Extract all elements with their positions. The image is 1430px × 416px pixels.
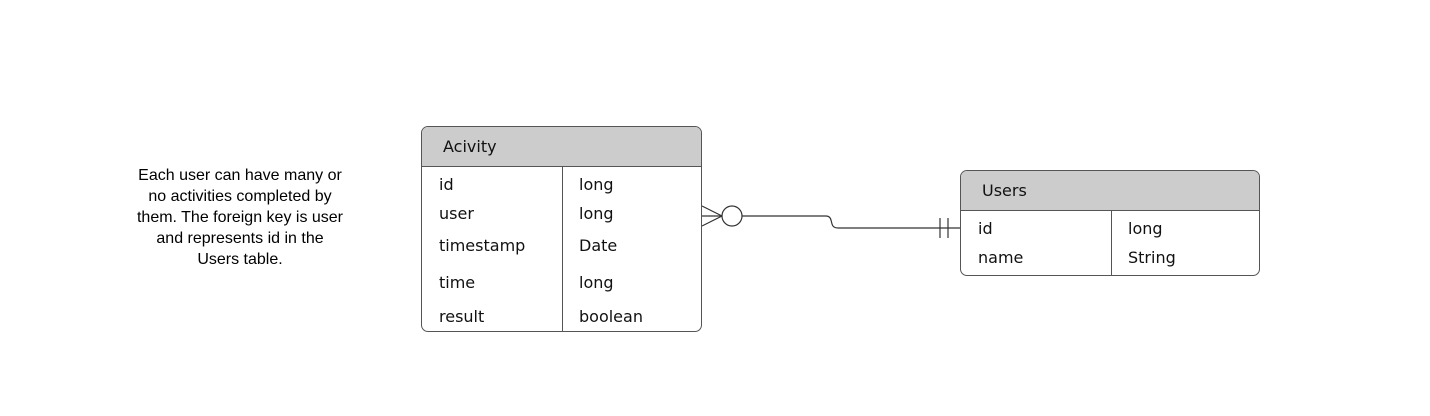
field-name: time [439,273,476,292]
users-entity-body: id long name String [961,211,1259,275]
crow-foot-icon [701,205,723,217]
note-line: Users table. [197,251,283,268]
field-type: long [579,273,614,292]
field-name: user [439,204,474,223]
users-entity[interactable]: Users id long name String [960,170,1260,276]
note-line: Each user can have many or [138,167,342,184]
field-name: name [978,248,1024,267]
column-divider [1111,211,1112,275]
column-divider [562,167,563,331]
field-type: long [579,175,614,194]
field-type: Date [579,236,618,255]
activity-entity-body: id long user long timestamp Date time lo… [422,167,701,331]
zero-marker-icon [721,205,743,227]
field-name: result [439,307,485,326]
annotation-note: Each user can have many or no activities… [118,165,362,270]
field-name: id [978,219,993,238]
note-line: them. The foreign key is user [136,209,344,226]
activity-entity-title: Acivity [422,127,701,167]
users-entity-title: Users [961,171,1259,211]
note-line: no activities completed by [148,188,332,205]
field-type: boolean [579,307,643,326]
field-name: timestamp [439,236,526,255]
relationship-line [742,215,960,229]
field-name: id [439,175,454,194]
field-type: long [1128,219,1163,238]
note-line: and represents id in the [156,230,324,247]
field-type: String [1128,248,1176,267]
activity-entity[interactable]: Acivity id long user long timestamp Date… [421,126,702,332]
field-type: long [579,204,614,223]
